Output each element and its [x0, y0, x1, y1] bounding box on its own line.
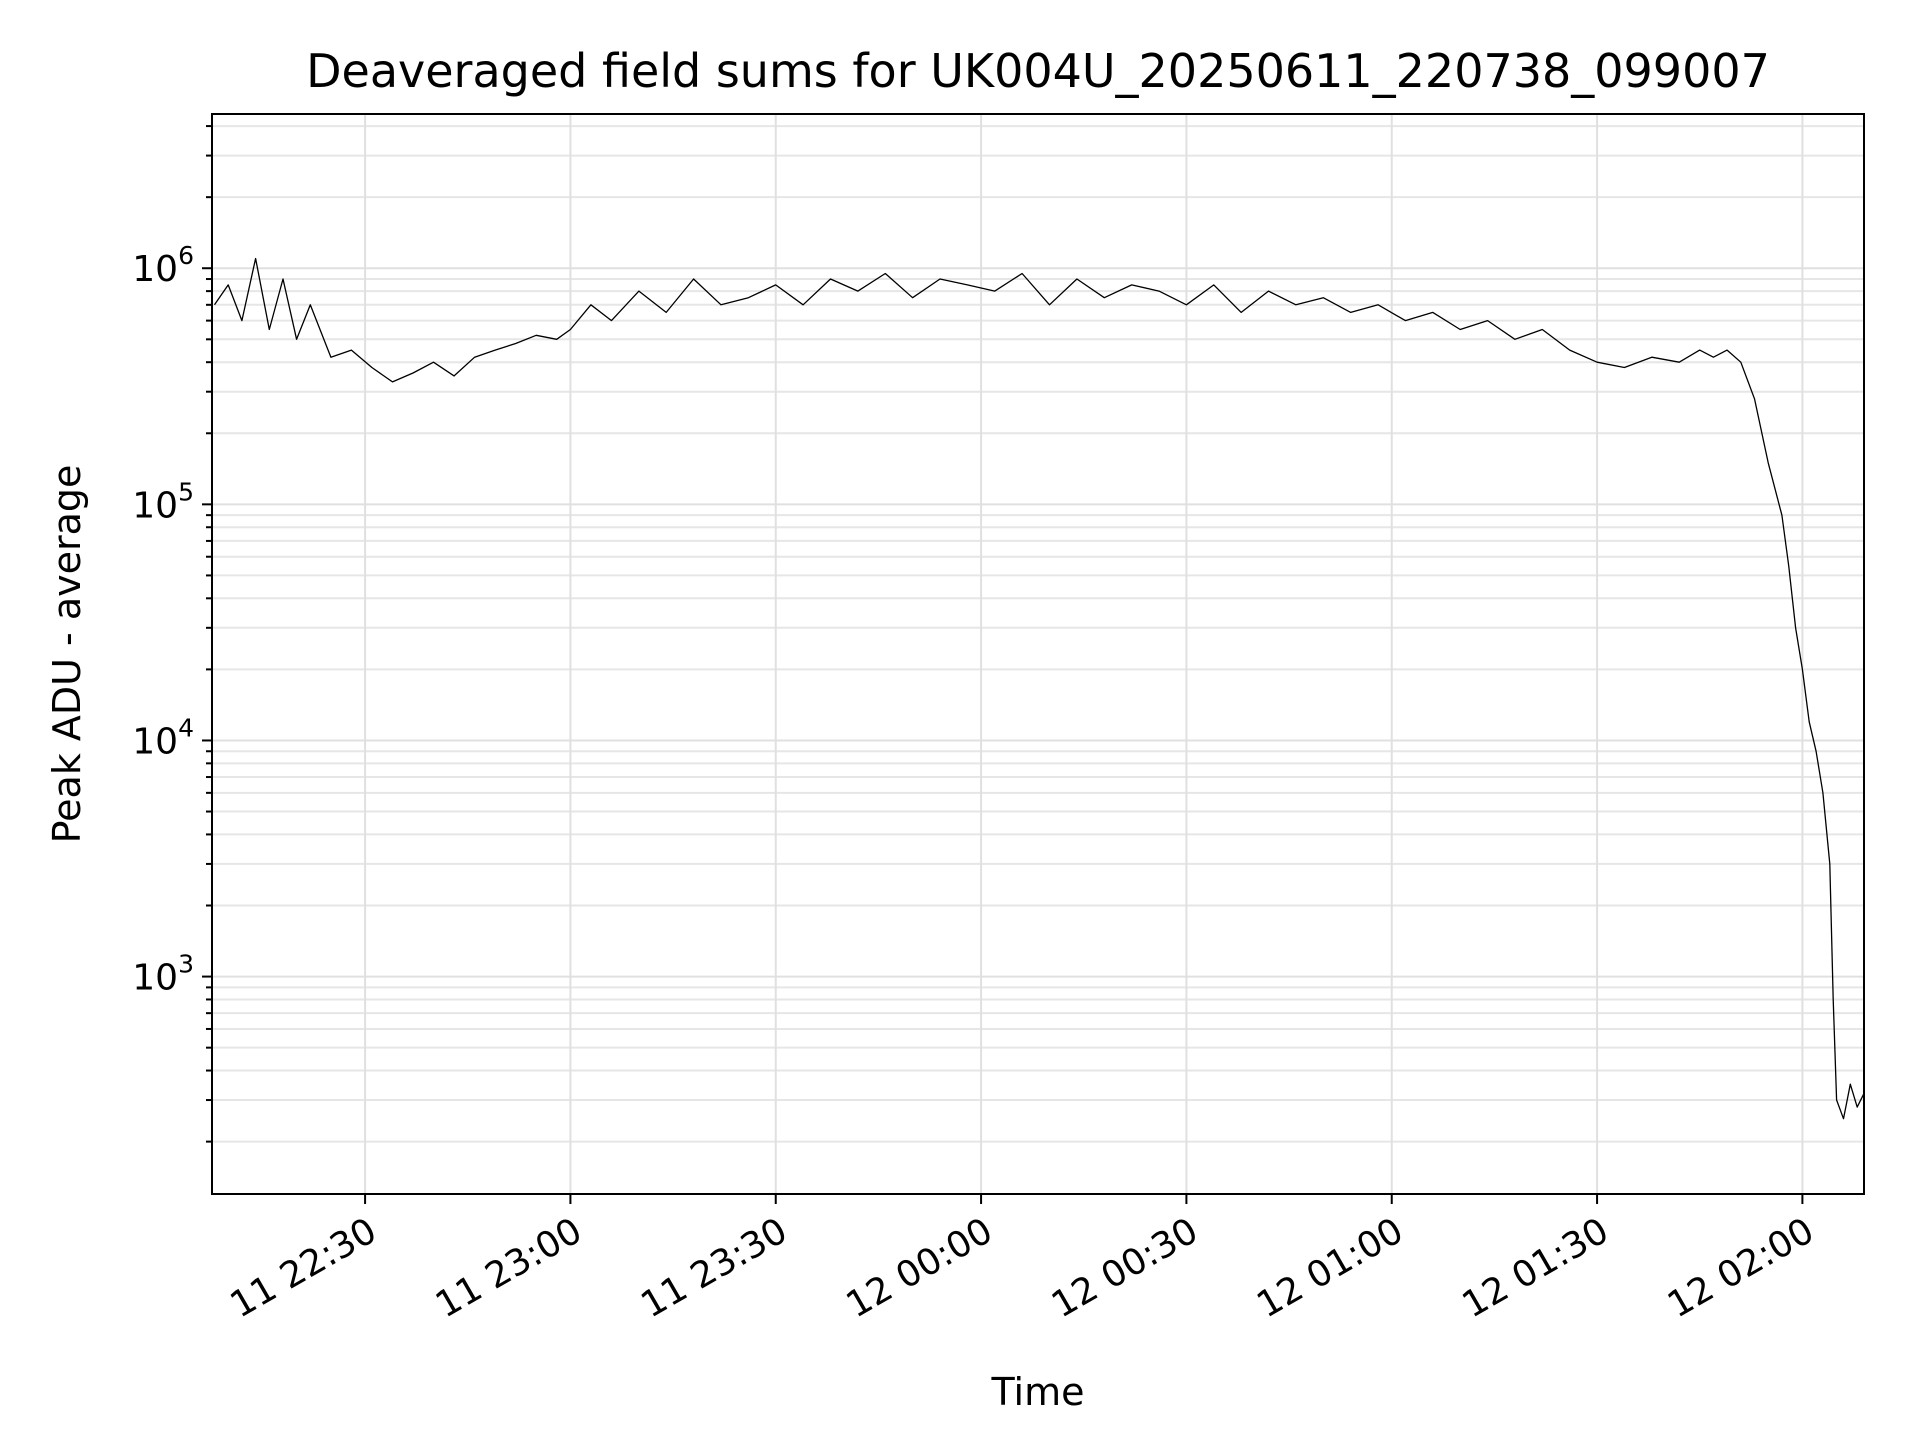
y-tick-base: 10 [132, 721, 178, 762]
plot-frame [211, 113, 1865, 1195]
y-tick-exponent: 6 [178, 241, 194, 270]
y-tick-exponent: 3 [178, 950, 194, 979]
grid-lines [212, 114, 1864, 1194]
y-tick-exponent: 4 [178, 713, 194, 742]
y-tick-label: 106 [132, 241, 194, 290]
chart-title: Deaveraged field sums for UK004U_2025061… [306, 44, 1770, 98]
x-axis-label: Time [991, 1370, 1085, 1414]
y-tick-base: 10 [132, 958, 178, 999]
y-tick-label: 105 [132, 477, 194, 526]
series-layer [213, 257, 1865, 1120]
y-axis-label: Peak ADU - average [45, 465, 89, 844]
series-line [213, 257, 1865, 1120]
y-tick-exponent: 5 [178, 477, 194, 506]
y-tick-label: 104 [132, 713, 194, 762]
y-tick-base: 10 [132, 485, 178, 526]
y-tick-base: 10 [132, 249, 178, 290]
y-tick-label: 103 [132, 950, 194, 999]
